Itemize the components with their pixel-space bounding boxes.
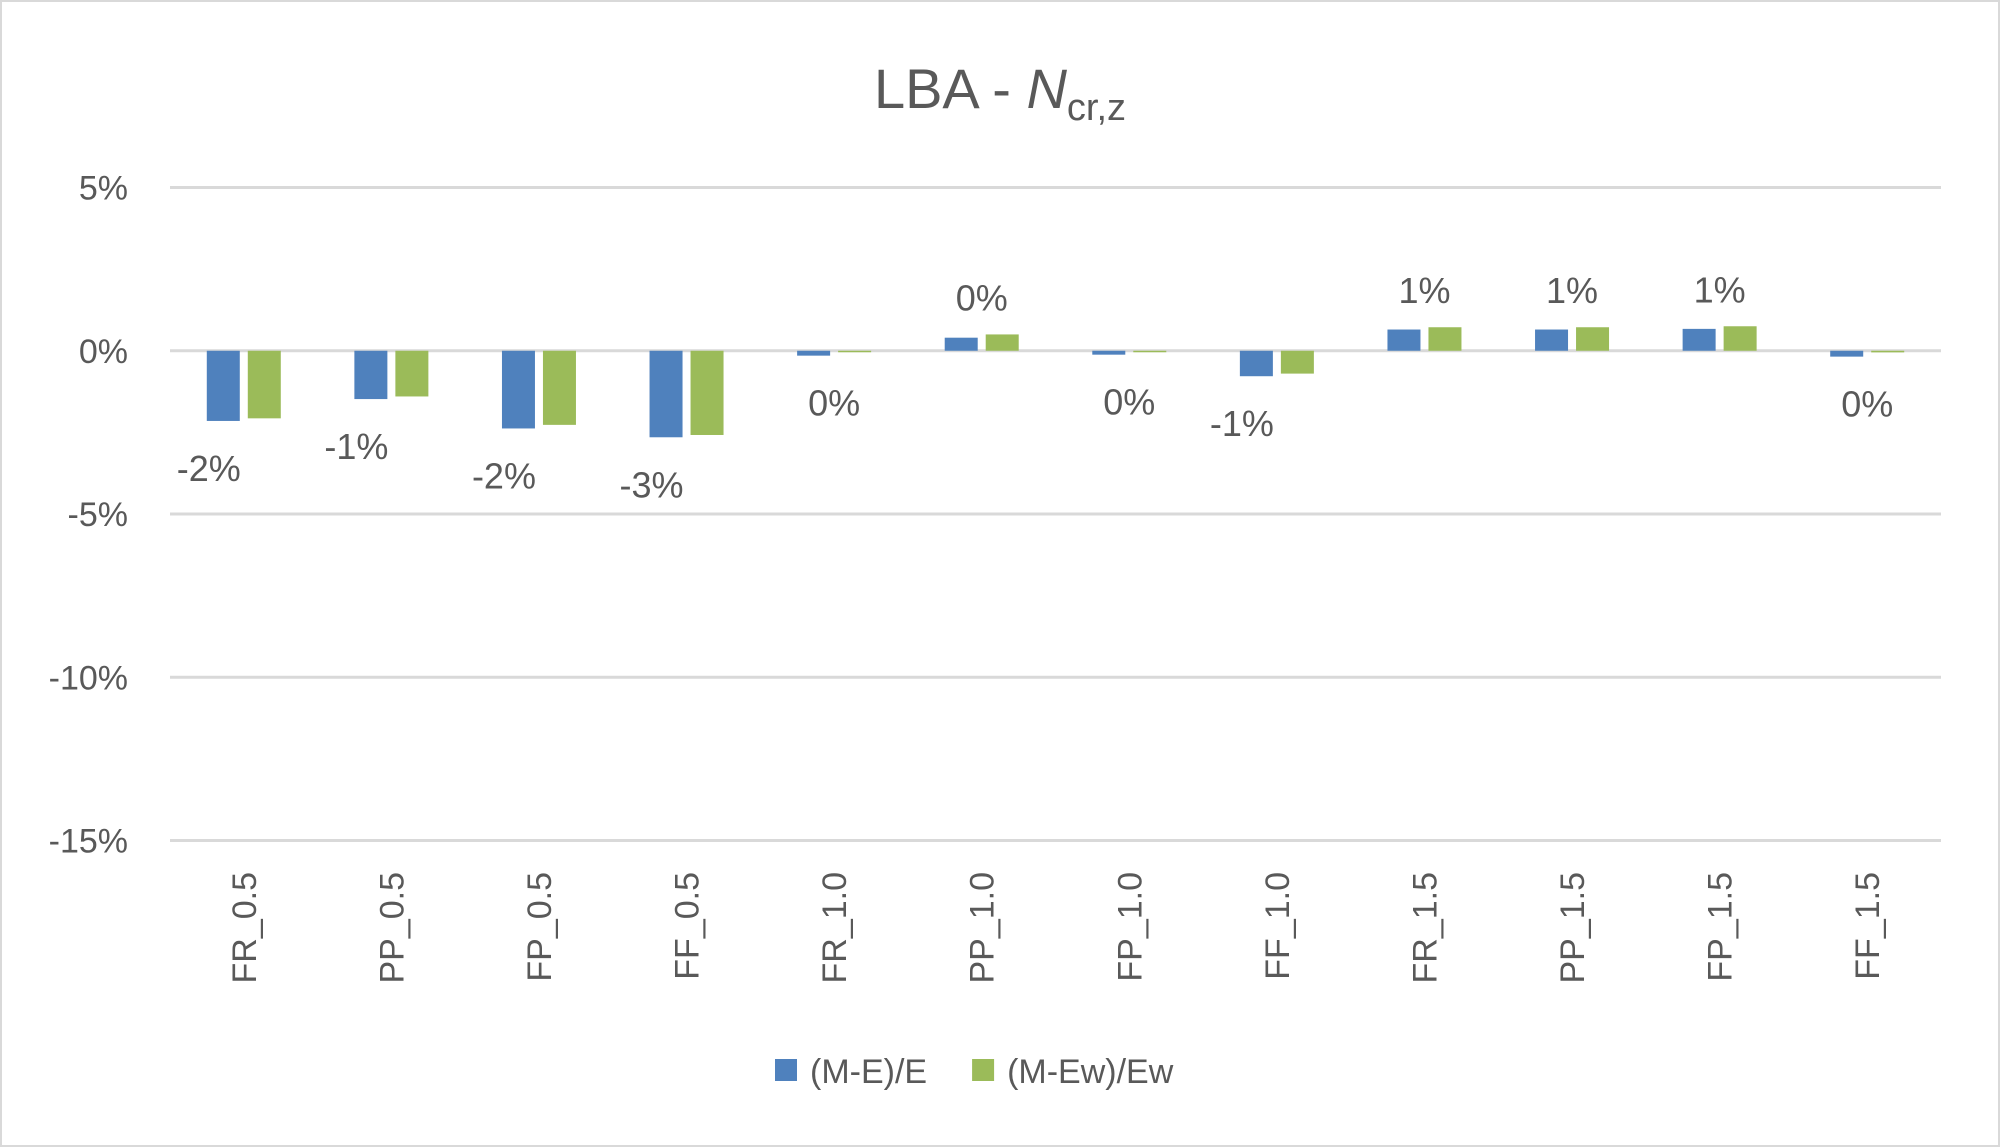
x-tick-label: PP_1.0 xyxy=(964,872,1002,984)
bar-m-ew xyxy=(1576,327,1610,351)
x-tick-label: FF_1.0 xyxy=(1259,872,1297,980)
bar-m-ew xyxy=(1133,350,1167,353)
x-tick-label: FR_1.5 xyxy=(1406,872,1444,984)
x-tick-label: FF_0.5 xyxy=(669,872,707,980)
data-label: -2% xyxy=(177,448,241,489)
bar-m-ew xyxy=(1428,327,1462,351)
bar-m-ew xyxy=(1280,350,1314,374)
bar-m-e xyxy=(944,337,978,351)
y-tick-label: 5% xyxy=(79,170,128,208)
bar-m-e xyxy=(1535,329,1569,351)
bar-m-e xyxy=(501,350,535,429)
bar-m-ew xyxy=(985,334,1019,351)
bar-m-e xyxy=(1682,328,1716,351)
bar-m-e xyxy=(1387,329,1421,351)
x-tick-label: FP_1.0 xyxy=(1111,872,1149,982)
bar-m-ew xyxy=(690,350,724,435)
data-label: 1% xyxy=(1546,270,1598,311)
x-tick-label: FP_1.5 xyxy=(1702,872,1740,982)
x-tick-label: PP_0.5 xyxy=(373,872,411,984)
bar-m-ew xyxy=(1723,326,1757,351)
x-tick-label: PP_1.5 xyxy=(1554,872,1592,984)
data-label: 0% xyxy=(956,277,1008,318)
legend-swatch xyxy=(775,1059,797,1081)
legend-swatch xyxy=(972,1059,995,1081)
x-tick-label: FF_1.5 xyxy=(1849,872,1887,980)
chart-title: LBA - Ncr,z xyxy=(874,57,1126,129)
data-label: -2% xyxy=(472,455,536,496)
data-label: 1% xyxy=(1694,269,1746,310)
data-label: 1% xyxy=(1398,270,1450,311)
y-tick-label: 0% xyxy=(79,333,128,371)
bar-m-ew xyxy=(542,350,576,425)
bar-m-ew xyxy=(247,350,281,419)
bar-m-e xyxy=(797,350,831,356)
x-tick-label: FR_1.0 xyxy=(816,872,854,984)
bar-m-ew xyxy=(1871,350,1905,353)
data-label: -1% xyxy=(1210,403,1274,444)
bar-m-e xyxy=(1092,350,1126,355)
bar-m-e xyxy=(649,350,683,438)
bar-m-e xyxy=(1239,350,1273,377)
bar-m-ew xyxy=(395,350,429,397)
legend-label: (M-Ew)/Ew xyxy=(1007,1053,1174,1091)
x-tick-label: FR_0.5 xyxy=(226,872,264,984)
bar-m-ew xyxy=(838,350,872,353)
bar-m-e xyxy=(354,350,388,400)
y-tick-label: -5% xyxy=(68,496,128,534)
data-label: 0% xyxy=(808,383,860,424)
data-label: 0% xyxy=(1103,382,1155,423)
data-label: 0% xyxy=(1841,384,1893,425)
data-label: -3% xyxy=(620,464,684,505)
bar-m-e xyxy=(206,350,240,421)
bar-m-e xyxy=(1830,350,1864,357)
data-label: -1% xyxy=(324,426,388,467)
y-tick-label: -15% xyxy=(49,823,128,861)
x-tick-label: FP_0.5 xyxy=(521,872,559,982)
legend-label: (M-E)/E xyxy=(810,1053,927,1091)
y-tick-label: -10% xyxy=(49,659,128,697)
